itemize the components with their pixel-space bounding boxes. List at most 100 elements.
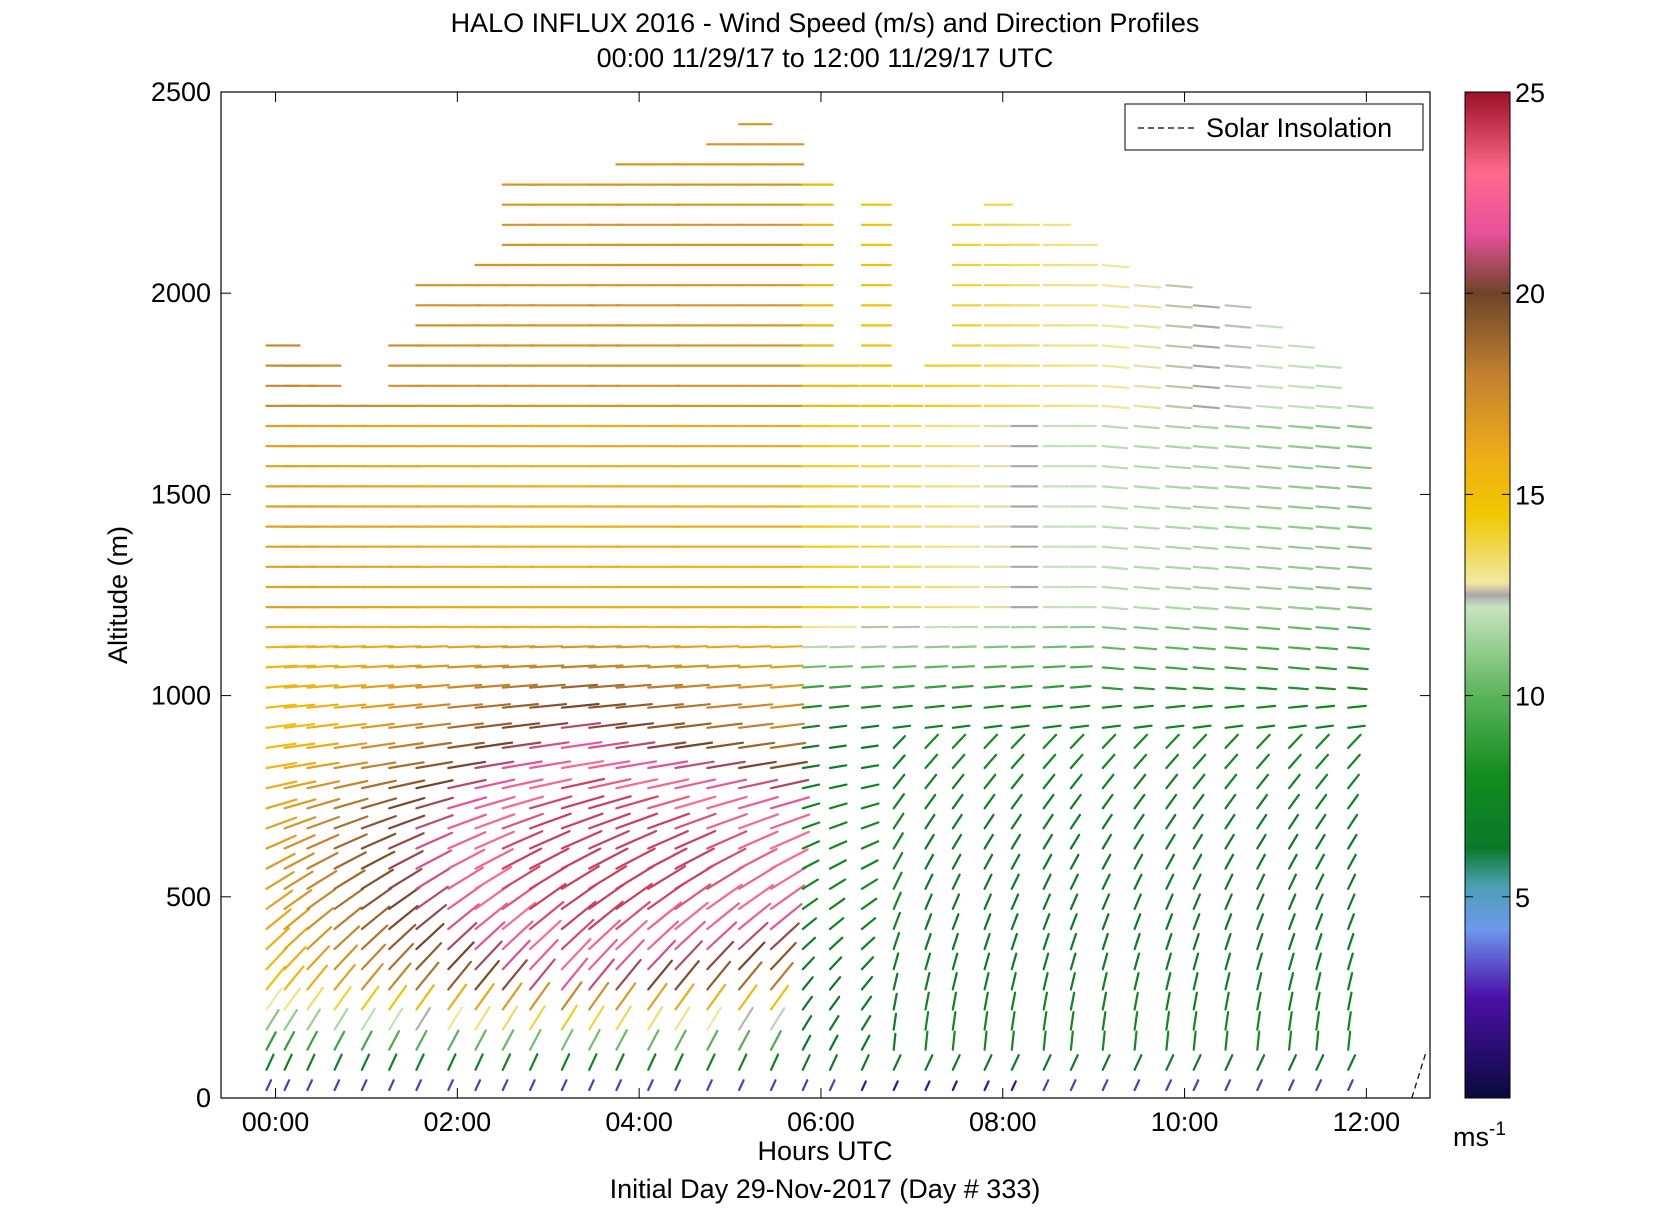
wind-vector [615, 795, 659, 810]
wind-vector [360, 985, 380, 1011]
wind-vector [1069, 913, 1078, 931]
wind-vector [674, 940, 703, 971]
wind-vector [306, 761, 340, 770]
wind-vector [560, 795, 605, 810]
wind-vector [1133, 991, 1139, 1011]
wind-vector [737, 884, 774, 911]
wind-vector [501, 683, 539, 689]
wind-vector [1192, 505, 1219, 510]
wind-vector [828, 859, 847, 870]
wind-vector [1010, 952, 1018, 971]
wind-vector [1042, 991, 1049, 1011]
wind-vector [333, 742, 368, 750]
wind-vector [1256, 545, 1282, 550]
wind-vector [801, 840, 821, 850]
wind-vector [283, 1008, 298, 1031]
wind-vector [1165, 284, 1193, 289]
wind-vector [588, 702, 627, 709]
wind-vector [828, 897, 846, 911]
wind-vector [860, 665, 885, 669]
wind-vector [951, 1080, 958, 1092]
wind-vector [283, 1079, 291, 1092]
wind-vector [588, 683, 625, 689]
wind-vector [1192, 873, 1202, 890]
wind-vector [1133, 724, 1153, 729]
wind-vector [1256, 344, 1284, 349]
wind-vector [1069, 733, 1085, 750]
wind-vector [737, 830, 779, 850]
wind-vector [265, 1031, 277, 1051]
wind-vector [1042, 753, 1057, 770]
wind-vector [674, 703, 711, 709]
wind-vector [528, 1079, 536, 1092]
wind-vector [1224, 344, 1252, 349]
wind-vector [1315, 753, 1330, 770]
wind-vector [447, 760, 486, 770]
wind-vector [801, 878, 819, 890]
wind-vector [1165, 404, 1193, 410]
wind-vector [1133, 364, 1162, 369]
wind-vector [1315, 853, 1326, 870]
wind-vector [983, 1054, 993, 1071]
wind-vector [415, 1029, 428, 1051]
wind-vector [769, 1053, 780, 1071]
wind-vector [1165, 913, 1174, 931]
wind-vector [388, 942, 415, 971]
wind-vector [828, 878, 847, 890]
wind-vector [333, 1079, 341, 1092]
wind-vector [1042, 793, 1055, 810]
wind-vector [1101, 853, 1112, 870]
wind-vector [1165, 873, 1175, 890]
wind-vector [706, 1079, 713, 1092]
wind-vector [1256, 1030, 1261, 1051]
wind-vector [528, 645, 564, 649]
wind-vector [283, 723, 316, 729]
wind-vector [1315, 364, 1342, 369]
wind-vector [1256, 465, 1282, 470]
wind-vector [706, 645, 740, 649]
wind-vector [265, 816, 298, 830]
wind-vector [737, 813, 780, 830]
wind-vector [769, 903, 803, 931]
wind-vector [1101, 793, 1114, 810]
wind-vector [1315, 873, 1325, 890]
wind-vector [1287, 873, 1298, 890]
wind-vector [1101, 813, 1113, 830]
wind-vector [1224, 1079, 1232, 1092]
wind-vector [1133, 404, 1162, 410]
wind-vector [706, 683, 742, 689]
wind-vector [1010, 813, 1022, 830]
wind-vector [828, 917, 845, 931]
wind-vector [1101, 565, 1129, 571]
wind-vector [1347, 424, 1373, 430]
wind-vector [1224, 404, 1252, 410]
wind-vector [1069, 645, 1095, 649]
wind-vector [892, 931, 901, 951]
wind-vector [474, 1053, 484, 1071]
wind-vector [706, 812, 748, 830]
wind-vector [528, 882, 567, 911]
wind-vector [1165, 833, 1176, 850]
wind-vector [333, 887, 365, 911]
wind-vector [801, 802, 821, 810]
wind-vector [801, 995, 814, 1011]
wind-vector [828, 684, 852, 689]
wind-vector [1069, 753, 1084, 770]
wind-vector [647, 847, 688, 870]
wind-vector [1133, 666, 1157, 671]
wind-vector [674, 1079, 682, 1092]
x-tick-label: 12:00 [1333, 1107, 1401, 1137]
wind-vector [265, 798, 298, 810]
wind-vector [1315, 1030, 1320, 1051]
wind-vector [647, 812, 691, 830]
wind-vector [1192, 304, 1221, 309]
colorbar-tick-label: 25 [1515, 78, 1545, 108]
wind-vector [801, 1054, 811, 1071]
wind-vector [306, 703, 339, 709]
wind-vector [1256, 873, 1266, 890]
wind-vector [706, 960, 732, 991]
wind-vector [501, 920, 534, 951]
wind-vector [951, 893, 961, 911]
x-tick-label: 04:00 [605, 1107, 673, 1137]
